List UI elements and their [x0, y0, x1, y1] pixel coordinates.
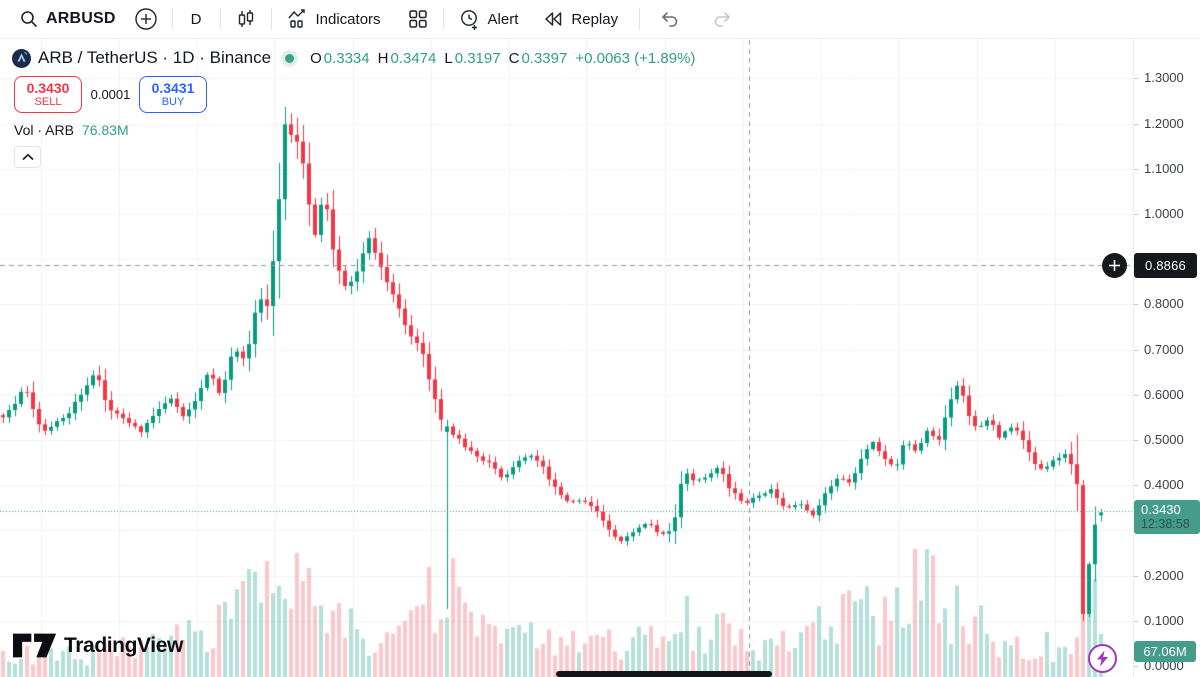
- redo-arrow-icon: [714, 12, 730, 27]
- current-price-label: 0.3430 12:38:58: [1134, 499, 1200, 534]
- trade-buttons-row: 0.3430 SELL 0.0001 0.3431 BUY: [14, 76, 207, 113]
- boost-button[interactable]: [1088, 644, 1117, 673]
- lightning-bolt-icon: [1097, 650, 1108, 667]
- redo-button[interactable]: [703, 4, 743, 34]
- toolbar-separator: [270, 8, 272, 30]
- price-axis-label: 0.5000: [1134, 432, 1200, 448]
- open-label: O: [310, 49, 322, 67]
- replay-button[interactable]: Replay: [533, 4, 627, 34]
- price-axis-label: 0.2000: [1134, 568, 1200, 584]
- indicators-label: Indicators: [315, 10, 381, 28]
- high-label: H: [377, 49, 389, 67]
- price-axis-label: 1.2000: [1134, 116, 1200, 132]
- symbol-search-button[interactable]: ARBUSD: [10, 4, 125, 34]
- sell-button[interactable]: 0.3430 SELL: [14, 76, 82, 113]
- bar-countdown: 12:38:58: [1141, 516, 1190, 531]
- legend-collapse-button[interactable]: [14, 146, 41, 168]
- tradingview-logo[interactable]: TradingView: [13, 633, 183, 658]
- plus-circle-icon: [134, 8, 157, 30]
- chart-style-button[interactable]: [226, 4, 266, 34]
- chevron-up-icon: [22, 153, 33, 160]
- sell-price: 0.3430: [26, 80, 70, 97]
- price-axis-label: 1.1000: [1134, 161, 1200, 177]
- undo-button[interactable]: [649, 4, 689, 34]
- arb-symbol-logo: [12, 48, 31, 68]
- crosshair-price-value: 0.8866: [1145, 258, 1186, 274]
- high-value: 0.3474: [390, 49, 437, 67]
- volume-indicator-label: Vol · ARB: [14, 122, 74, 138]
- ohlc-values: O 0.3334 H 0.3474 L 0.3197 C 0.3397 +0.0063 …: [308, 50, 695, 67]
- grid-layout-icon: [408, 10, 427, 28]
- price-axis-label: 0.8000: [1134, 296, 1200, 312]
- home-indicator-bar: [556, 671, 772, 677]
- interval-button[interactable]: D: [178, 4, 215, 34]
- volume-indicator-row[interactable]: Vol · ARB 76.83M: [14, 122, 129, 138]
- spread-value: 0.0001: [90, 87, 131, 102]
- interval-label: D: [190, 10, 202, 28]
- buy-label: BUY: [161, 96, 185, 109]
- tradingview-logo-icon: [13, 633, 57, 658]
- volume-axis-value: 67.06M: [1143, 644, 1187, 659]
- top-toolbar: ARBUSD D Indicators: [0, 0, 1200, 39]
- candlestick-style-icon: [238, 10, 253, 27]
- compare-add-symbol-button[interactable]: [125, 4, 167, 34]
- buy-button[interactable]: 0.3431 BUY: [139, 76, 207, 113]
- layout-grid-button[interactable]: [398, 4, 438, 34]
- price-axis-label: 0.7000: [1134, 342, 1200, 358]
- close-label: C: [508, 49, 520, 67]
- crosshair-plus-icon[interactable]: [1102, 253, 1127, 279]
- price-axis-label: 0.1000: [1134, 613, 1200, 629]
- price-axis[interactable]: 1.3000 1.2000 1.1000 1.0000 0.8000 0.7000 0.60…: [1133, 39, 1200, 677]
- alert-button[interactable]: Alert: [449, 4, 528, 34]
- price-axis-label: 1.3000: [1134, 70, 1200, 86]
- low-value: 0.3197: [454, 49, 501, 67]
- volume-indicator-value: 76.83M: [81, 122, 129, 138]
- market-status-dot[interactable]: [285, 53, 295, 63]
- indicators-button[interactable]: Indicators: [277, 4, 390, 34]
- crosshair-price-label: 0.8866: [1134, 253, 1197, 279]
- symbol-name: ARBUSD: [46, 10, 116, 27]
- toolbar-separator: [219, 8, 221, 30]
- volume-axis-label: 67.06M: [1134, 641, 1196, 662]
- tradingview-logo-text: TradingView: [64, 633, 183, 657]
- indicators-icon: [287, 8, 305, 28]
- replay-rewind-icon: [545, 12, 562, 26]
- change-value: +0.0063 (+1.89%): [575, 49, 696, 67]
- symbol-title: ARB / TetherUS · 1D · Binance: [38, 48, 272, 67]
- sell-label: SELL: [34, 96, 62, 109]
- alert-clock-icon: [460, 9, 477, 30]
- close-value: 0.3397: [521, 49, 568, 67]
- toolbar-separator: [171, 8, 173, 30]
- search-icon: [21, 11, 38, 28]
- price-axis-label: 0.6000: [1134, 387, 1200, 403]
- price-axis-label: 0.4000: [1134, 477, 1200, 493]
- undo-arrow-icon: [662, 12, 678, 27]
- replay-label: Replay: [571, 10, 619, 28]
- open-value: 0.3334: [323, 49, 370, 67]
- buy-price: 0.3431: [151, 80, 195, 97]
- current-price-value: 0.3430: [1141, 501, 1181, 517]
- low-label: L: [444, 49, 453, 67]
- alert-label: Alert: [487, 10, 519, 28]
- price-axis-label: 1.0000: [1134, 206, 1200, 222]
- toolbar-separator: [442, 8, 444, 30]
- toolbar-separator: [639, 8, 641, 30]
